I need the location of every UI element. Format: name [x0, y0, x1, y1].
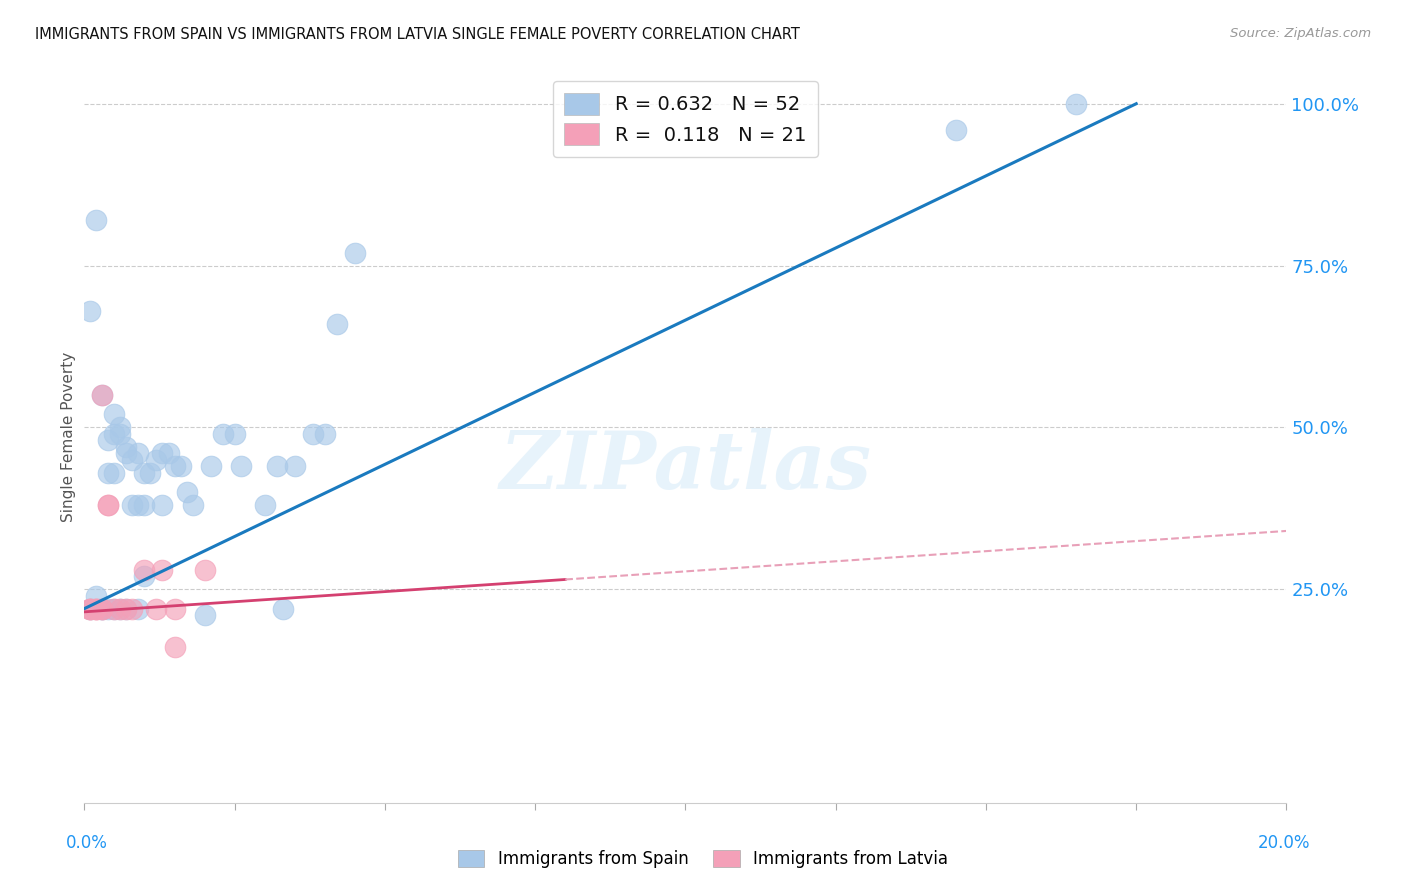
Text: 0.0%: 0.0%: [66, 834, 108, 852]
Point: [103, 408, 125, 422]
Text: ZIPatlas: ZIPatlas: [499, 427, 872, 505]
Point: [86, 589, 108, 603]
Point: [127, 498, 149, 512]
Point: [194, 563, 217, 577]
Point: [115, 601, 138, 615]
Text: IMMIGRANTS FROM SPAIN VS IMMIGRANTS FROM LATVIA SINGLE FEMALE POVERTY CORRELATIO: IMMIGRANTS FROM SPAIN VS IMMIGRANTS FROM…: [35, 27, 800, 42]
Point: [301, 426, 323, 441]
Point: [97, 498, 120, 512]
Point: [266, 459, 288, 474]
Point: [115, 440, 138, 454]
Point: [110, 426, 132, 441]
Point: [86, 213, 108, 227]
Point: [86, 601, 108, 615]
Point: [110, 601, 132, 615]
Point: [343, 245, 366, 260]
Point: [91, 388, 114, 402]
Point: [152, 563, 174, 577]
Point: [79, 601, 101, 615]
Point: [110, 420, 132, 434]
Text: 20.0%: 20.0%: [1257, 834, 1310, 852]
Legend: Immigrants from Spain, Immigrants from Latvia: Immigrants from Spain, Immigrants from L…: [451, 843, 955, 875]
Point: [97, 466, 120, 480]
Point: [97, 601, 120, 615]
Legend: R = 0.632   N = 52, R =  0.118   N = 21: R = 0.632 N = 52, R = 0.118 N = 21: [553, 81, 818, 157]
Point: [271, 601, 294, 615]
Point: [127, 446, 149, 460]
Point: [284, 459, 307, 474]
Point: [91, 601, 114, 615]
Point: [314, 426, 336, 441]
Point: [110, 601, 132, 615]
Point: [145, 452, 167, 467]
Point: [134, 563, 156, 577]
Point: [86, 601, 108, 615]
Point: [134, 569, 156, 583]
Point: [1064, 96, 1087, 111]
Point: [152, 446, 174, 460]
Point: [103, 466, 125, 480]
Point: [103, 601, 125, 615]
Y-axis label: Single Female Poverty: Single Female Poverty: [60, 352, 76, 522]
Point: [103, 601, 125, 615]
Point: [127, 601, 149, 615]
Text: Source: ZipAtlas.com: Source: ZipAtlas.com: [1230, 27, 1371, 40]
Point: [134, 466, 156, 480]
Point: [157, 446, 180, 460]
Point: [79, 601, 101, 615]
Point: [79, 601, 101, 615]
Point: [253, 498, 276, 512]
Point: [91, 601, 114, 615]
Point: [211, 426, 233, 441]
Point: [200, 459, 222, 474]
Point: [115, 446, 138, 460]
Point: [945, 122, 967, 136]
Point: [139, 466, 162, 480]
Point: [194, 608, 217, 623]
Point: [163, 640, 186, 655]
Point: [326, 317, 349, 331]
Point: [229, 459, 252, 474]
Point: [181, 498, 204, 512]
Point: [97, 434, 120, 448]
Point: [91, 601, 114, 615]
Point: [121, 452, 143, 467]
Point: [97, 498, 120, 512]
Point: [103, 426, 125, 441]
Point: [134, 498, 156, 512]
Point: [152, 498, 174, 512]
Point: [145, 601, 167, 615]
Point: [115, 601, 138, 615]
Point: [79, 303, 101, 318]
Point: [121, 601, 143, 615]
Point: [79, 601, 101, 615]
Point: [163, 601, 186, 615]
Point: [163, 459, 186, 474]
Point: [91, 601, 114, 615]
Point: [176, 485, 198, 500]
Point: [121, 498, 143, 512]
Point: [91, 388, 114, 402]
Point: [169, 459, 191, 474]
Point: [224, 426, 246, 441]
Point: [86, 601, 108, 615]
